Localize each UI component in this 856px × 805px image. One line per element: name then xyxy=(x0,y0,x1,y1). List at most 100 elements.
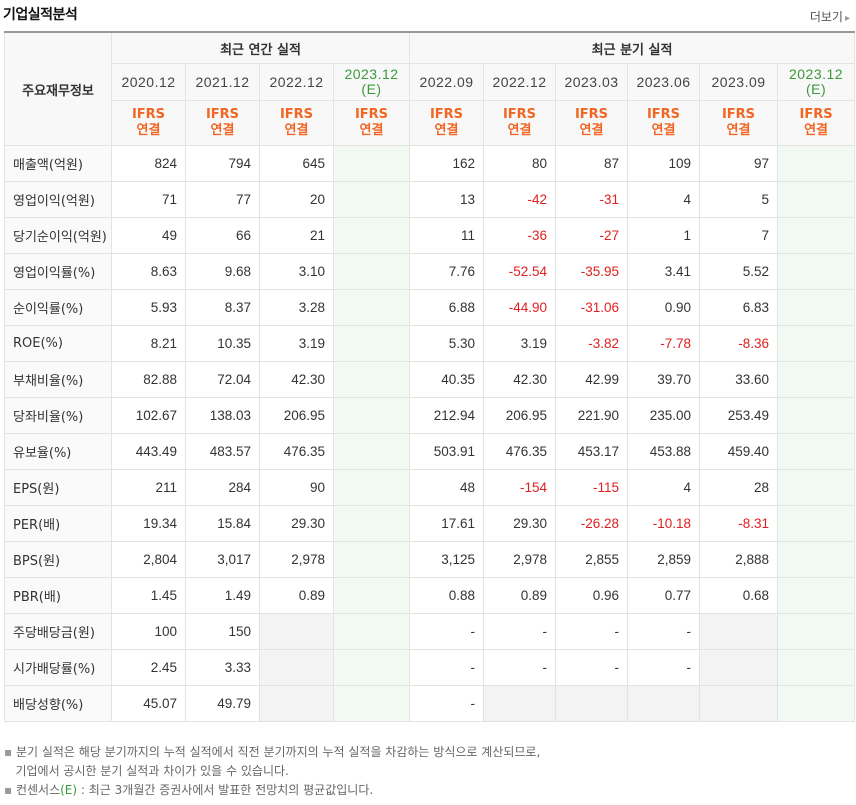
table-cell xyxy=(333,469,410,506)
table-row: 영업이익률(%) 8.63 9.68 3.10 7.76 -52.54 -35.95 3.41… xyxy=(4,253,856,290)
table-cell xyxy=(333,253,410,290)
table-cell: 45.07 xyxy=(111,685,186,722)
footnotes: ▪ 분기 실적은 해당 분기까지의 누적 실적에서 직전 분기까지의 누적 실적… xyxy=(4,743,854,800)
table-cell: 8.63 xyxy=(111,253,186,290)
table-cell: 11 xyxy=(409,217,484,254)
table-cell xyxy=(259,685,334,722)
table-cell: 3.28 xyxy=(259,289,334,326)
table-cell: 2,888 xyxy=(699,541,778,578)
table-cell: 0.89 xyxy=(483,577,556,614)
table-cell: 5.52 xyxy=(699,253,778,290)
table-cell: -52.54 xyxy=(483,253,556,290)
table-cell xyxy=(333,397,410,434)
table-row: BPS(원) 2,804 3,017 2,978 3,125 2,978 2,855 2,85… xyxy=(4,541,856,578)
table-cell: 2.45 xyxy=(111,649,186,686)
table-cell: - xyxy=(627,649,700,686)
table-cell: -8.31 xyxy=(699,505,778,542)
ifrs-header: IFRS 연결 xyxy=(555,100,628,146)
estimate-mark: (E) xyxy=(805,81,827,97)
column-header-label: 주요재무정보 xyxy=(4,31,112,146)
table-cell: 3.19 xyxy=(483,325,556,362)
table-cell: 824 xyxy=(111,145,186,182)
ifrs-header: IFRS 연결 xyxy=(699,100,778,146)
more-label[interactable]: 더보기 xyxy=(809,10,843,24)
table-cell: 0.90 xyxy=(627,289,700,326)
table-cell xyxy=(776,613,856,650)
row-label: 배당성향(%) xyxy=(4,685,112,722)
ifrs-header: IFRS 연결 xyxy=(259,100,334,146)
table-cell: 40.35 xyxy=(409,361,484,398)
table-cell: - xyxy=(627,613,700,650)
table-cell: - xyxy=(409,613,484,650)
table-cell: -42 xyxy=(483,181,556,218)
table-cell: 20 xyxy=(259,181,334,218)
table-cell xyxy=(699,649,778,686)
table-cell: -27 xyxy=(555,217,628,254)
row-label: ROE(%) xyxy=(4,325,112,362)
table-cell: 794 xyxy=(185,145,260,182)
row-label: 주당배당금(원) xyxy=(4,613,112,650)
table-cell: 284 xyxy=(185,469,260,506)
table-cell: 77 xyxy=(185,181,260,218)
table-cell: 10.35 xyxy=(185,325,260,362)
table-cell: 2,978 xyxy=(259,541,334,578)
table-cell: 80 xyxy=(483,145,556,182)
period-label: 2023.09 xyxy=(711,74,766,90)
row-label: 시가배당률(%) xyxy=(4,649,112,686)
more-link[interactable]: 더보기 ▸ xyxy=(810,8,850,25)
table-cell xyxy=(333,685,410,722)
table-cell xyxy=(776,577,856,614)
table-cell: 0.88 xyxy=(409,577,484,614)
table-cell: 100 xyxy=(111,613,186,650)
table-cell: 2,855 xyxy=(555,541,628,578)
period-header: 2023.06 xyxy=(627,63,700,101)
table-cell: 138.03 xyxy=(185,397,260,434)
table-cell: 7 xyxy=(699,217,778,254)
table-cell xyxy=(333,361,410,398)
table-row: ROE(%) 8.21 10.35 3.19 5.30 3.19 -3.82 -7.78 -8.… xyxy=(4,325,856,362)
ifrs-header: IFRS 연결 xyxy=(185,100,260,146)
table-cell xyxy=(333,577,410,614)
table-cell: 3.33 xyxy=(185,649,260,686)
table-cell: - xyxy=(409,649,484,686)
table-cell: - xyxy=(409,685,484,722)
table-cell: 453.88 xyxy=(627,433,700,470)
table-cell: 7.76 xyxy=(409,253,484,290)
table-cell xyxy=(259,613,334,650)
table-cell xyxy=(333,289,410,326)
table-cell: 4 xyxy=(627,181,700,218)
table-cell: 645 xyxy=(259,145,334,182)
table-row: 유보율(%) 443.49 483.57 476.35 503.91 476.35 453.… xyxy=(4,433,856,470)
table-cell: 3,125 xyxy=(409,541,484,578)
table-cell: 0.89 xyxy=(259,577,334,614)
table-cell xyxy=(699,613,778,650)
row-label: PBR(배) xyxy=(4,577,112,614)
table-row: EPS(원) 211 284 90 48 -154 -115 4 28 xyxy=(4,469,856,506)
table-cell xyxy=(776,649,856,686)
ifrs-header: IFRS 연결 xyxy=(776,100,856,146)
table-cell: 17.61 xyxy=(409,505,484,542)
table-cell: 3.41 xyxy=(627,253,700,290)
table-cell: 162 xyxy=(409,145,484,182)
table-cell: 9.68 xyxy=(185,253,260,290)
table-cell: 483.57 xyxy=(185,433,260,470)
table-cell: 66 xyxy=(185,217,260,254)
period-label: 2021.12 xyxy=(195,74,250,90)
table-cell: 5.93 xyxy=(111,289,186,326)
footnote-2: ▪ 컨센서스(E) : 최근 3개월간 증권사에서 발표한 전망치의 평균값입니… xyxy=(4,783,374,797)
table-cell: -44.90 xyxy=(483,289,556,326)
row-label: 영업이익(억원) xyxy=(4,181,112,218)
table-cell: 72.04 xyxy=(185,361,260,398)
table-cell: 33.60 xyxy=(699,361,778,398)
table-cell: -7.78 xyxy=(627,325,700,362)
table-cell: 71 xyxy=(111,181,186,218)
table-cell xyxy=(776,505,856,542)
period-header: 2023.12 (E) xyxy=(333,63,410,101)
table-cell: 6.88 xyxy=(409,289,484,326)
table-cell: 102.67 xyxy=(111,397,186,434)
chevron-right-icon: ▸ xyxy=(844,13,850,24)
table-cell: 109 xyxy=(627,145,700,182)
table-cell: 42.99 xyxy=(555,361,628,398)
row-label: 순이익률(%) xyxy=(4,289,112,326)
table-cell xyxy=(555,685,628,722)
